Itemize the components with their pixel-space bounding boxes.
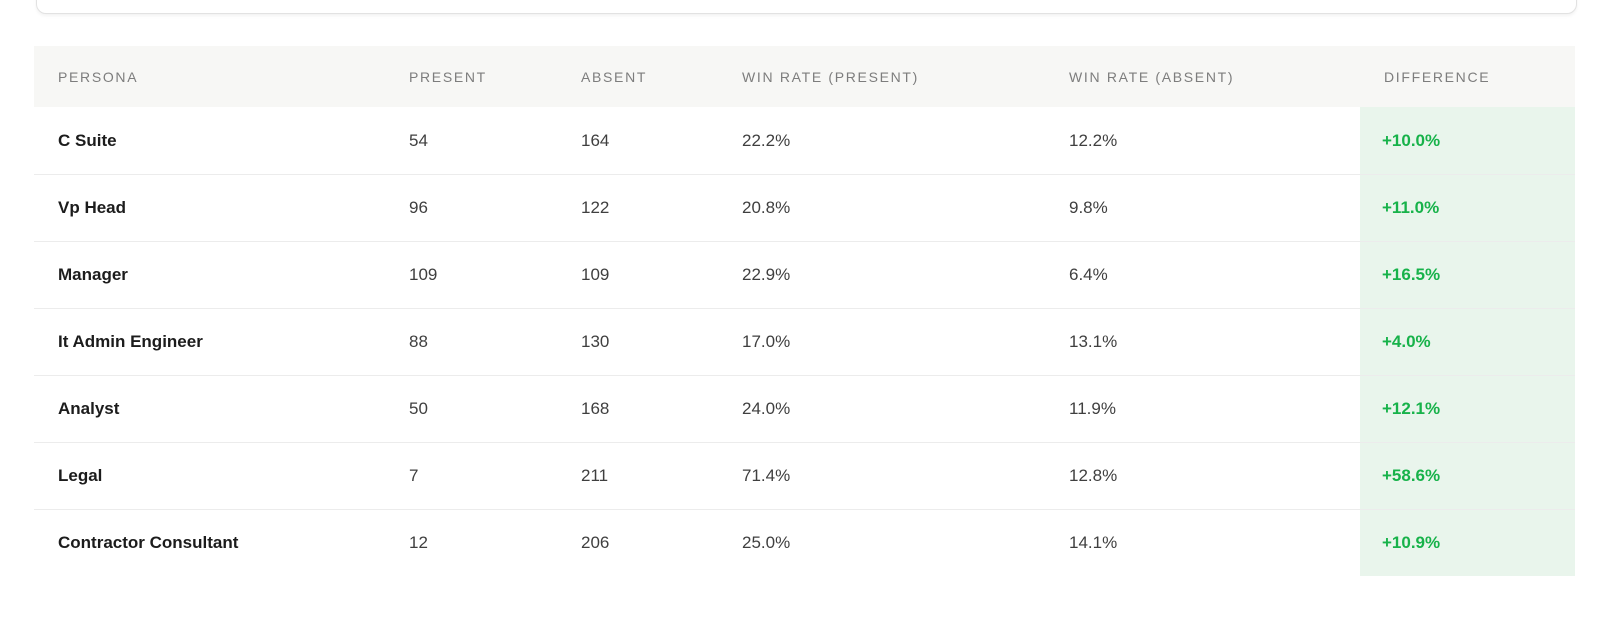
table-row: C Suite 54 164 22.2% 12.2% +10.0%	[34, 107, 1575, 174]
persona-cell: Contractor Consultant	[34, 509, 409, 576]
absent-cell: 109	[581, 241, 742, 308]
absent-cell: 211	[581, 442, 742, 509]
difference-cell: +10.0%	[1360, 107, 1575, 174]
top-card-bottom-edge	[36, 0, 1577, 14]
win-rate-absent-cell: 9.8%	[1069, 174, 1360, 241]
table-header-row: PERSONA PRESENT ABSENT WIN RATE (PRESENT…	[34, 46, 1575, 107]
difference-cell: +12.1%	[1360, 375, 1575, 442]
column-header-absent: ABSENT	[581, 68, 648, 85]
difference-cell: +11.0%	[1360, 174, 1575, 241]
win-rate-present-cell: 71.4%	[742, 442, 1069, 509]
table-row: Manager 109 109 22.9% 6.4% +16.5%	[34, 241, 1575, 308]
win-rate-present-cell: 22.2%	[742, 130, 791, 150]
table-row: Vp Head 96 122 20.8% 9.8% +11.0%	[34, 174, 1575, 241]
win-rate-absent-cell: 6.4%	[1069, 241, 1360, 308]
absent-cell: 122	[581, 174, 742, 241]
win-rate-present-cell: 17.0%	[742, 308, 1069, 375]
absent-cell: 206	[581, 509, 742, 576]
persona-cell: It Admin Engineer	[34, 308, 409, 375]
persona-win-rate-table: PERSONA PRESENT ABSENT WIN RATE (PRESENT…	[34, 46, 1575, 576]
column-header-difference: DIFFERENCE	[1384, 68, 1491, 85]
present-cell: 12	[409, 509, 581, 576]
table-row: Legal 7 211 71.4% 12.8% +58.6%	[34, 442, 1575, 509]
present-cell: 7	[409, 442, 581, 509]
win-rate-absent-cell: 14.1%	[1069, 509, 1360, 576]
present-cell: 54	[409, 130, 428, 150]
absent-cell: 130	[581, 308, 742, 375]
absent-cell: 168	[581, 375, 742, 442]
table-row: It Admin Engineer 88 130 17.0% 13.1% +4.…	[34, 308, 1575, 375]
present-cell: 96	[409, 174, 581, 241]
difference-cell: +4.0%	[1360, 308, 1575, 375]
column-header-win-rate-absent: WIN RATE (ABSENT)	[1069, 68, 1235, 85]
present-cell: 50	[409, 375, 581, 442]
persona-cell: Legal	[34, 442, 409, 509]
win-rate-absent-cell: 11.9%	[1069, 375, 1360, 442]
win-rate-absent-cell: 13.1%	[1069, 308, 1360, 375]
win-rate-present-cell: 22.9%	[742, 241, 1069, 308]
table-body: C Suite 54 164 22.2% 12.2% +10.0% Vp Hea…	[34, 107, 1575, 576]
persona-cell: C Suite	[58, 130, 117, 150]
column-header-persona: PERSONA	[58, 68, 139, 85]
persona-cell: Analyst	[34, 375, 409, 442]
win-rate-absent-cell: 12.2%	[1069, 130, 1118, 150]
win-rate-present-cell: 20.8%	[742, 174, 1069, 241]
persona-cell: Vp Head	[34, 174, 409, 241]
absent-cell: 164	[581, 130, 610, 150]
column-header-win-rate-present: WIN RATE (PRESENT)	[742, 68, 919, 85]
difference-cell: +16.5%	[1360, 241, 1575, 308]
column-header-present: PRESENT	[409, 68, 487, 85]
difference-cell: +10.9%	[1360, 509, 1575, 576]
win-rate-absent-cell: 12.8%	[1069, 442, 1360, 509]
win-rate-present-cell: 24.0%	[742, 375, 1069, 442]
table-row: Contractor Consultant 12 206 25.0% 14.1%…	[34, 509, 1575, 576]
present-cell: 88	[409, 308, 581, 375]
win-rate-present-cell: 25.0%	[742, 509, 1069, 576]
difference-cell: +58.6%	[1360, 442, 1575, 509]
present-cell: 109	[409, 241, 581, 308]
table-row: Analyst 50 168 24.0% 11.9% +12.1%	[34, 375, 1575, 442]
persona-cell: Manager	[34, 241, 409, 308]
